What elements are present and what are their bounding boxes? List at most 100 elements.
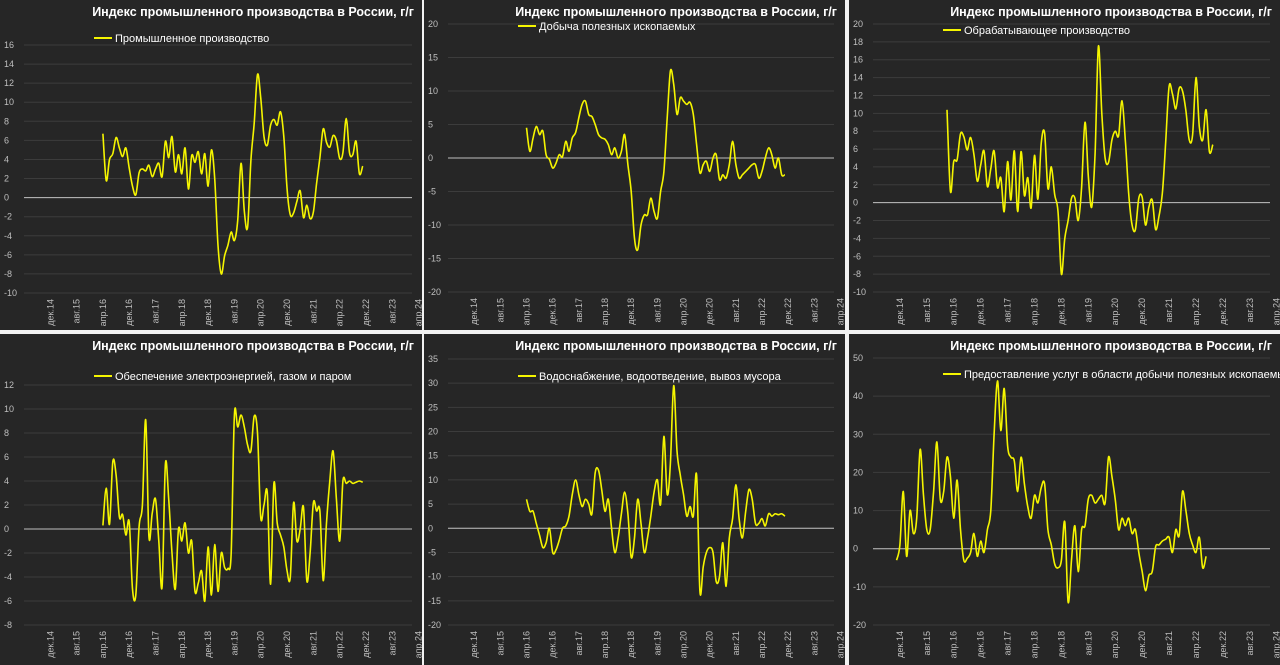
x-tick-label: дек.18: [203, 299, 213, 326]
x-tick-label: дек.16: [124, 299, 134, 326]
x-tick-label: авг.23: [387, 631, 397, 655]
y-tick-label: 6: [4, 452, 9, 462]
x-tick-label: апр.20: [679, 631, 689, 658]
y-tick-label: -8: [853, 269, 861, 279]
y-tick-label: 0: [428, 523, 433, 533]
x-tick-label: апр.22: [335, 631, 345, 658]
x-tick-label: дек.14: [895, 631, 905, 658]
y-tick-label: -8: [4, 269, 12, 279]
y-tick-label: 0: [853, 198, 858, 208]
series-line: [895, 380, 1207, 604]
x-tick-label: дек.20: [1137, 631, 1147, 658]
x-tick-label: авг.19: [652, 298, 662, 322]
legend-label: Предоставление услуг в области добычи по…: [964, 369, 1280, 381]
x-tick-label: апр.16: [522, 298, 532, 325]
chart-title: Индекс промышленного производства в Росс…: [92, 5, 414, 19]
y-tick-label: 8: [853, 126, 858, 136]
y-tick-label: 8: [4, 428, 9, 438]
y-tick-label: 50: [853, 353, 863, 363]
y-tick-label: -15: [428, 254, 441, 264]
x-tick-label: дек.18: [1056, 631, 1066, 658]
x-tick-label: авг.23: [387, 299, 397, 323]
x-tick-label: дек.18: [626, 631, 636, 658]
x-tick-label: дек.14: [45, 631, 55, 658]
x-tick-label: апр.24: [836, 298, 845, 325]
y-tick-label: 15: [428, 451, 438, 461]
y-tick-label: 10: [428, 86, 438, 96]
y-tick-label: 14: [853, 73, 863, 83]
x-tick-label: дек.14: [895, 298, 905, 325]
legend-label: Промышленное производство: [115, 33, 269, 45]
y-tick-label: -15: [428, 596, 441, 606]
y-tick-label: 40: [853, 391, 863, 401]
y-tick-label: -8: [4, 620, 12, 630]
y-tick-label: 16: [4, 40, 14, 50]
x-tick-label: апр.20: [1110, 298, 1120, 325]
y-tick-label: 20: [428, 19, 438, 29]
x-tick-label: апр.24: [836, 631, 845, 658]
x-tick-label: авг.17: [151, 299, 161, 323]
x-tick-label: апр.24: [414, 299, 422, 326]
y-tick-label: 14: [4, 59, 14, 69]
x-tick-label: дек.16: [976, 298, 986, 325]
y-tick-label: 35: [428, 354, 438, 364]
y-tick-label: 10: [4, 97, 14, 107]
y-tick-label: -2: [853, 216, 861, 226]
y-tick-label: 0: [853, 544, 858, 554]
x-tick-label: авг.15: [922, 631, 932, 655]
y-tick-label: -20: [428, 287, 441, 297]
y-tick-label: 12: [4, 380, 14, 390]
y-tick-label: 4: [4, 476, 9, 486]
x-tick-label: апр.24: [1272, 298, 1280, 325]
y-tick-label: 10: [853, 108, 863, 118]
x-tick-label: авг.23: [809, 298, 819, 322]
x-tick-label: апр.18: [600, 631, 610, 658]
x-tick-label: авг.19: [1083, 631, 1093, 655]
legend-label: Обеспечение электроэнергией, газом и пар…: [115, 371, 351, 383]
x-tick-label: авг.19: [229, 299, 239, 323]
x-tick-label: авг.19: [652, 631, 662, 655]
chart-title: Индекс промышленного производства в Росс…: [515, 5, 837, 19]
x-tick-label: дек.22: [361, 631, 371, 658]
series-line: [525, 68, 786, 252]
x-tick-label: апр.16: [949, 298, 959, 325]
y-tick-label: -5: [428, 547, 436, 557]
x-tick-label: авг.21: [1164, 631, 1174, 655]
x-tick-label: апр.20: [256, 631, 266, 658]
x-tick-label: апр.22: [1191, 631, 1201, 658]
x-tick-label: авг.15: [495, 298, 505, 322]
y-tick-label: -2: [4, 212, 12, 222]
chart-panel-manufacturing: 20 18 16 14 12 10 8 6 4 2 0 -2 -4 -6 -8 -10 дек.14 авг.15…: [849, 0, 1280, 330]
x-tick-label: дек.16: [548, 631, 558, 658]
x-tick-label: дек.20: [1137, 298, 1147, 325]
x-tick-label: дек.16: [976, 631, 986, 658]
x-tick-label: апр.18: [1029, 298, 1039, 325]
x-tick-label: дек.22: [1218, 631, 1228, 658]
x-tick-label: дек.14: [469, 298, 479, 325]
y-tick-label: -6: [853, 251, 861, 261]
x-tick-label: апр.18: [1029, 631, 1039, 658]
legend-label: Обрабатывающее производство: [964, 25, 1130, 37]
y-tick-label: 18: [853, 37, 863, 47]
x-tick-label: дек.16: [124, 631, 134, 658]
x-tick-label: дек.22: [361, 299, 371, 326]
x-tick-label: апр.24: [414, 631, 422, 658]
x-tick-label: авг.23: [1245, 631, 1255, 655]
y-tick-label: 25: [428, 402, 438, 412]
x-tick-label: авг.17: [151, 631, 161, 655]
x-tick-label: дек.14: [469, 631, 479, 658]
x-tick-label: авг.21: [731, 631, 741, 655]
x-tick-label: дек.16: [548, 298, 558, 325]
y-tick-label: 6: [4, 135, 9, 145]
x-tick-label: авг.23: [1245, 298, 1255, 322]
x-tick-label: авг.17: [574, 631, 584, 655]
chart-panel-mining: 20 15 10 5 0 -5 -10 -15 -20 дек.14 авг.15 апр.16 дек…: [424, 0, 845, 330]
y-tick-label: 0: [428, 153, 433, 163]
y-tick-label: -10: [853, 287, 866, 297]
x-tick-label: авг.21: [1164, 298, 1174, 322]
x-tick-label: авг.19: [229, 631, 239, 655]
x-tick-label: авг.17: [1003, 298, 1013, 322]
y-tick-label: -6: [4, 596, 12, 606]
x-tick-label: авг.17: [574, 298, 584, 322]
